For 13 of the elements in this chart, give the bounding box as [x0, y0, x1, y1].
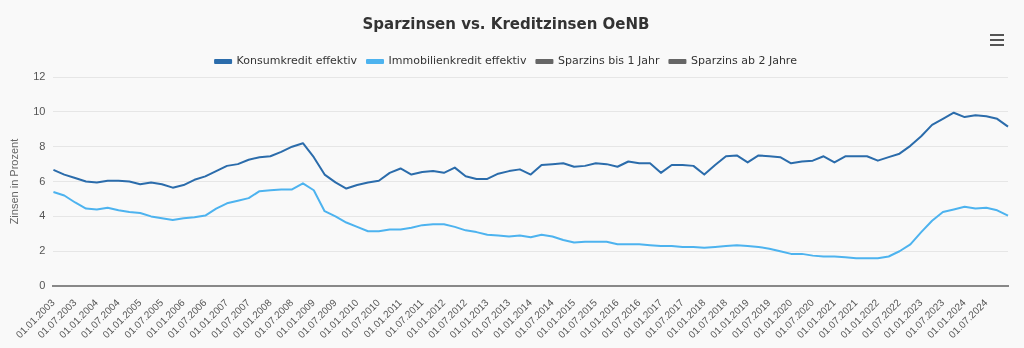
legend-label: Sparzins bis 1 Jahr [557, 54, 660, 68]
y-tick-label: 8 [39, 139, 46, 152]
legend-label: Immobilienkredit effektiv [388, 54, 527, 68]
y-tick-label: 12 [33, 70, 46, 83]
y-tick-label: 4 [39, 209, 46, 222]
chart-title: Sparzinsen vs. Kreditzinsen OeNB [362, 14, 650, 33]
legend-label: Konsumkredit effektiv [236, 54, 358, 68]
y-tick-label: 6 [39, 174, 46, 187]
y-tick-label: 10 [33, 104, 46, 117]
y-axis-title: Zinsen in Prozent [7, 138, 20, 225]
legend-label: Sparzins ab 2 Jahre [690, 54, 798, 68]
y-tick-label: 0 [39, 279, 46, 292]
y-tick-label: 2 [39, 244, 46, 257]
